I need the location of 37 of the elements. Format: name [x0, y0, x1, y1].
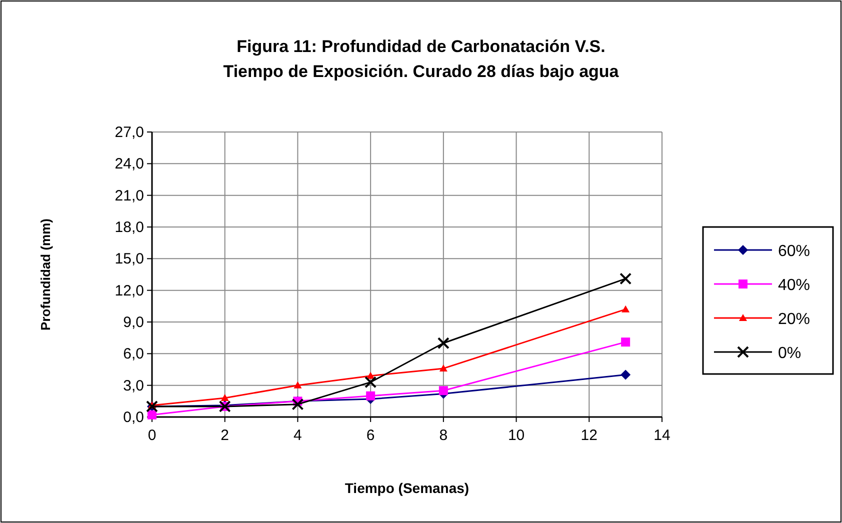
point [292, 398, 304, 410]
x-axis-title: Tiempo (Semanas) [344, 480, 470, 496]
y-tick-label: 18,0 [114, 219, 144, 236]
legend-label: 0% [778, 345, 802, 362]
y-tick-label: 15,0 [114, 250, 144, 268]
point [620, 272, 632, 285]
point [622, 305, 630, 312]
point [294, 381, 302, 388]
point [620, 370, 631, 380]
legend-label: 40% [778, 277, 810, 294]
x-tick-label: 6 [366, 427, 375, 444]
y-tick-label: 21,0 [114, 187, 144, 204]
x-tick-label: 14 [654, 427, 670, 444]
x-tick-label: 2 [220, 427, 230, 444]
y-tick-label: 3,0 [123, 377, 144, 394]
y-axis-title: Profundidad (mm) [38, 218, 53, 330]
x-tick-label: 8 [439, 427, 448, 444]
point [220, 394, 229, 401]
point [439, 364, 448, 372]
legend-label: 20% [778, 311, 810, 328]
y-tick-label: 9,0 [123, 314, 144, 331]
chart-title: Figura 11: Profundidad de Carbonatación V.S. Tiempo de Exposición. Curado 28 días bajo agua [223, 37, 620, 81]
x-tick-label: 0 [148, 427, 156, 444]
point [621, 338, 630, 347]
point [437, 337, 450, 350]
point [438, 386, 448, 396]
point [364, 376, 377, 388]
y-tick-label: 0,0 [123, 409, 144, 426]
y-tick-label: 24,0 [114, 156, 144, 173]
y-tick-label: 6,0 [123, 346, 144, 363]
x-tick-label: 4 [294, 427, 302, 444]
legend-label: 60% [778, 243, 810, 260]
point [366, 391, 376, 400]
y-tick-label: 27,0 [114, 124, 144, 141]
x-tick-label: 10 [508, 427, 525, 444]
x-tick-label: 12 [580, 427, 598, 444]
y-tick-label: 12,0 [114, 282, 144, 300]
